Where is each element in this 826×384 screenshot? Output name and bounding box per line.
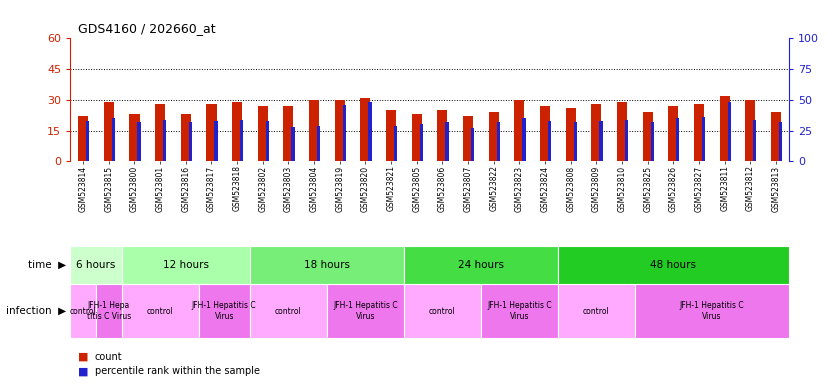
Bar: [643, 112, 653, 161]
Text: ■: ■: [78, 366, 89, 376]
Bar: [266, 121, 268, 161]
Bar: [292, 127, 295, 161]
Bar: [258, 106, 268, 161]
Bar: [753, 119, 757, 161]
Text: control: control: [147, 306, 173, 316]
Bar: [70, 246, 121, 284]
Bar: [249, 284, 327, 338]
Bar: [515, 100, 525, 161]
Bar: [566, 108, 576, 161]
Bar: [137, 122, 140, 161]
Bar: [496, 122, 500, 161]
Bar: [488, 112, 499, 161]
Bar: [420, 124, 423, 161]
Bar: [112, 118, 115, 161]
Bar: [86, 121, 89, 161]
Text: control: control: [275, 306, 301, 316]
Text: GDS4160 / 202660_at: GDS4160 / 202660_at: [78, 22, 216, 35]
Bar: [728, 102, 731, 161]
Text: time  ▶: time ▶: [28, 260, 66, 270]
Text: JFH-1 Hepatitis C
Virus: JFH-1 Hepatitis C Virus: [487, 301, 552, 321]
Bar: [121, 246, 249, 284]
Bar: [327, 284, 404, 338]
Bar: [163, 119, 166, 161]
Bar: [411, 114, 422, 161]
Bar: [103, 102, 114, 161]
Bar: [215, 121, 217, 161]
Bar: [189, 122, 192, 161]
Bar: [719, 96, 730, 161]
Bar: [129, 114, 140, 161]
Bar: [343, 105, 346, 161]
Bar: [206, 104, 216, 161]
Bar: [625, 119, 628, 161]
Bar: [600, 121, 602, 161]
Bar: [368, 102, 372, 161]
Bar: [558, 246, 789, 284]
Bar: [745, 100, 756, 161]
Bar: [779, 122, 782, 161]
Bar: [481, 284, 558, 338]
Bar: [668, 106, 678, 161]
Bar: [771, 112, 781, 161]
Bar: [96, 284, 121, 338]
Bar: [694, 104, 704, 161]
Bar: [437, 110, 448, 161]
Bar: [360, 98, 371, 161]
Bar: [617, 102, 627, 161]
Text: 24 hours: 24 hours: [458, 260, 504, 270]
Bar: [394, 126, 397, 161]
Text: 6 hours: 6 hours: [76, 260, 116, 270]
Bar: [445, 122, 449, 161]
Text: 48 hours: 48 hours: [650, 260, 696, 270]
Text: count: count: [95, 352, 122, 362]
Text: control: control: [429, 306, 456, 316]
Bar: [404, 284, 481, 338]
Bar: [471, 128, 474, 161]
Bar: [702, 117, 705, 161]
Text: JFH-1 Hepatitis C
Virus: JFH-1 Hepatitis C Virus: [333, 301, 397, 321]
Bar: [155, 104, 165, 161]
Bar: [635, 284, 789, 338]
Text: ■: ■: [78, 352, 89, 362]
Text: 18 hours: 18 hours: [304, 260, 350, 270]
Bar: [574, 122, 577, 161]
Text: percentile rank within the sample: percentile rank within the sample: [95, 366, 260, 376]
Text: JFH-1 Hepatitis C
Virus: JFH-1 Hepatitis C Virus: [192, 301, 257, 321]
Bar: [78, 116, 88, 161]
Bar: [198, 284, 249, 338]
Bar: [540, 106, 550, 161]
Text: 12 hours: 12 hours: [163, 260, 209, 270]
Text: control: control: [583, 306, 610, 316]
Bar: [404, 246, 558, 284]
Bar: [283, 106, 293, 161]
Bar: [70, 284, 96, 338]
Bar: [249, 246, 404, 284]
Bar: [522, 118, 525, 161]
Bar: [240, 119, 243, 161]
Bar: [232, 102, 242, 161]
Bar: [181, 114, 191, 161]
Text: JFH-1 Hepatitis C
Virus: JFH-1 Hepatitis C Virus: [680, 301, 744, 321]
Text: JFH-1 Hepa
titis C Virus: JFH-1 Hepa titis C Virus: [87, 301, 131, 321]
Bar: [651, 122, 654, 161]
Bar: [558, 284, 635, 338]
Bar: [548, 121, 551, 161]
Text: control: control: [69, 306, 97, 316]
Bar: [317, 126, 320, 161]
Bar: [591, 104, 601, 161]
Text: infection  ▶: infection ▶: [6, 306, 66, 316]
Bar: [335, 100, 344, 161]
Bar: [386, 110, 396, 161]
Bar: [676, 118, 680, 161]
Bar: [463, 116, 473, 161]
Bar: [121, 284, 198, 338]
Bar: [309, 100, 319, 161]
